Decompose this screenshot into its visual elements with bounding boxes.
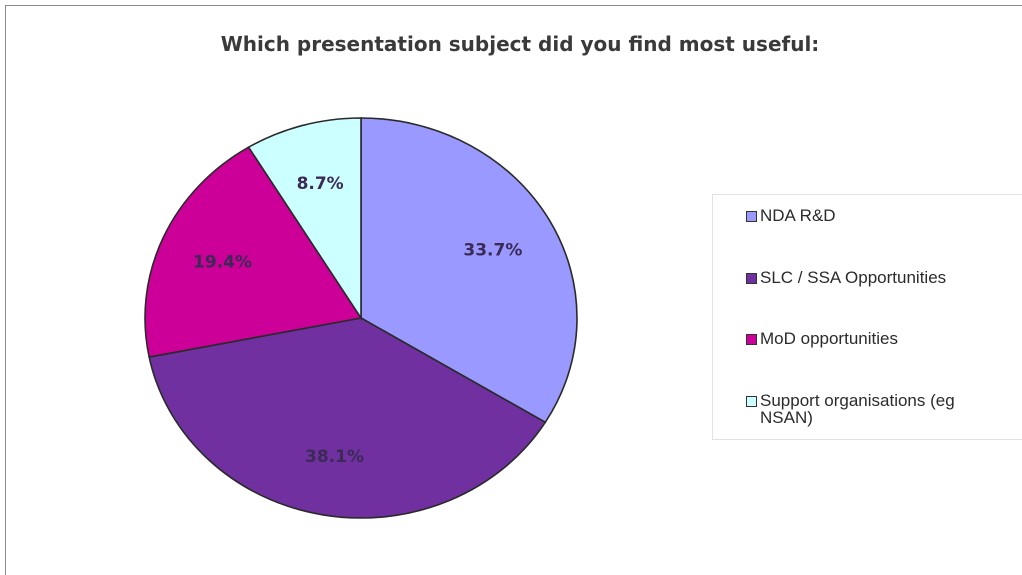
- legend-item-support-orgs: Support organisations (eg NSAN): [746, 392, 976, 426]
- legend-label: MoD opportunities: [760, 329, 898, 348]
- chart-title: Which presentation subject did you find …: [220, 32, 820, 56]
- legend-swatch: [746, 396, 757, 407]
- legend-label: Support organisations (eg NSAN): [760, 391, 955, 427]
- label-support-orgs: 8.7%: [297, 174, 344, 194]
- pie-slices: [144, 117, 578, 519]
- legend-item-slc-ssa: SLC / SSA Opportunities: [746, 269, 996, 286]
- slice-support-orgs: [247, 117, 362, 321]
- legend-label: SLC / SSA Opportunities: [760, 268, 947, 287]
- pie-labels: 33.7% 38.1% 19.4% 8.7%: [193, 174, 522, 467]
- label-nda-rd: 33.7%: [463, 241, 522, 261]
- legend-swatch: [746, 273, 757, 284]
- slice-nda-rd: [360, 117, 578, 424]
- chart-frame: [5, 5, 1022, 575]
- legend: NDA R&D SLC / SSA Opportunities MoD oppo…: [712, 194, 1022, 440]
- label-slc-ssa: 38.1%: [305, 447, 364, 467]
- legend-swatch: [746, 211, 757, 222]
- label-mod: 19.4%: [193, 253, 252, 273]
- slice-mod: [144, 146, 363, 358]
- legend-item-nda-rd: NDA R&D: [746, 207, 996, 224]
- slice-slc-ssa: [148, 317, 547, 519]
- legend-label: NDA R&D: [760, 206, 836, 225]
- legend-swatch: [746, 334, 757, 345]
- legend-item-mod: MoD opportunities: [746, 330, 996, 347]
